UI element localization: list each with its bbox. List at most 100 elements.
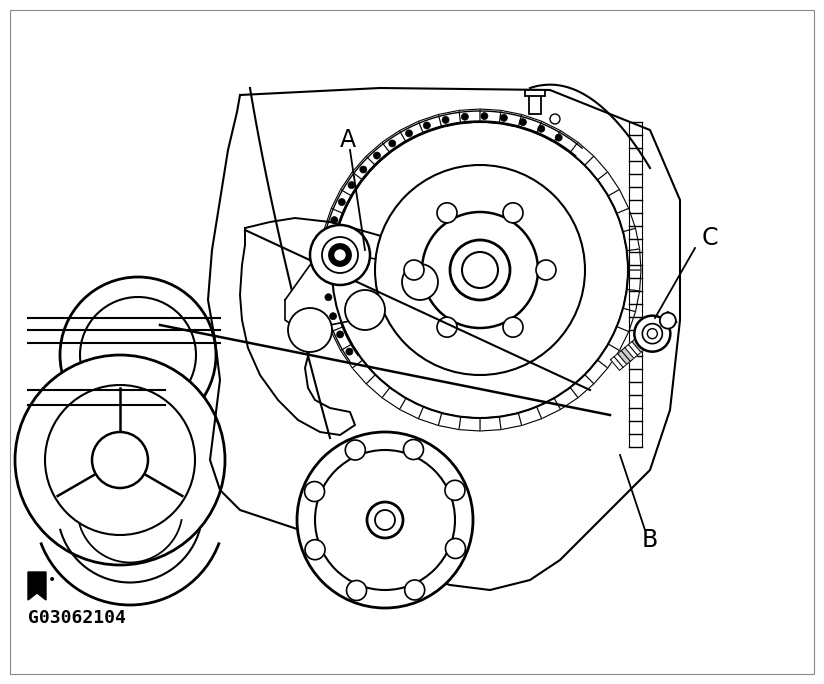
Polygon shape <box>536 398 560 419</box>
Circle shape <box>424 122 430 129</box>
Polygon shape <box>480 109 501 123</box>
Bar <box>525 90 545 96</box>
Circle shape <box>360 166 367 173</box>
Circle shape <box>345 440 365 460</box>
Polygon shape <box>632 336 648 352</box>
Circle shape <box>375 165 585 375</box>
Polygon shape <box>438 413 461 430</box>
Polygon shape <box>585 360 608 384</box>
Circle shape <box>519 118 527 126</box>
Circle shape <box>305 540 325 560</box>
Circle shape <box>462 252 498 288</box>
Polygon shape <box>459 109 480 123</box>
Circle shape <box>346 348 353 355</box>
Circle shape <box>323 274 330 281</box>
Circle shape <box>503 203 523 223</box>
Circle shape <box>330 217 338 224</box>
Polygon shape <box>518 407 541 425</box>
Circle shape <box>347 581 367 601</box>
Polygon shape <box>353 360 376 384</box>
Circle shape <box>405 580 424 600</box>
Polygon shape <box>480 417 501 431</box>
Circle shape <box>442 116 449 123</box>
Polygon shape <box>499 413 522 430</box>
Polygon shape <box>623 228 639 250</box>
Polygon shape <box>208 88 680 590</box>
Circle shape <box>437 203 457 223</box>
Circle shape <box>450 240 510 300</box>
Polygon shape <box>331 189 352 213</box>
Polygon shape <box>438 110 461 127</box>
Polygon shape <box>366 142 390 166</box>
Circle shape <box>92 432 148 488</box>
Circle shape <box>15 355 225 565</box>
Circle shape <box>318 108 642 432</box>
Circle shape <box>375 510 395 530</box>
Circle shape <box>322 237 358 273</box>
Polygon shape <box>653 317 670 334</box>
Circle shape <box>305 482 325 501</box>
Circle shape <box>389 140 396 147</box>
Polygon shape <box>499 110 522 127</box>
Polygon shape <box>618 347 634 365</box>
Circle shape <box>503 317 523 337</box>
Circle shape <box>648 329 658 339</box>
Bar <box>529 92 541 114</box>
Circle shape <box>555 134 562 141</box>
Circle shape <box>500 114 508 121</box>
Circle shape <box>335 250 345 260</box>
Polygon shape <box>616 209 635 232</box>
Polygon shape <box>321 289 337 312</box>
Polygon shape <box>240 218 495 435</box>
Polygon shape <box>353 156 376 180</box>
Circle shape <box>402 264 438 300</box>
Polygon shape <box>400 398 424 419</box>
Polygon shape <box>325 308 344 332</box>
Polygon shape <box>627 270 641 291</box>
Circle shape <box>373 152 381 159</box>
Polygon shape <box>611 354 627 370</box>
Circle shape <box>481 113 488 120</box>
Polygon shape <box>570 142 594 166</box>
Circle shape <box>325 293 332 301</box>
Polygon shape <box>639 330 655 346</box>
Polygon shape <box>597 344 620 368</box>
Circle shape <box>405 130 413 137</box>
Polygon shape <box>419 407 442 425</box>
Text: •: • <box>48 573 56 587</box>
Polygon shape <box>616 308 635 332</box>
Polygon shape <box>321 228 337 250</box>
Polygon shape <box>382 387 406 410</box>
Circle shape <box>634 315 671 352</box>
Circle shape <box>404 440 424 460</box>
Polygon shape <box>340 172 363 196</box>
Text: G03062104: G03062104 <box>28 609 126 627</box>
Polygon shape <box>28 572 46 600</box>
Circle shape <box>337 331 344 338</box>
Circle shape <box>437 317 457 337</box>
Circle shape <box>329 244 351 266</box>
Polygon shape <box>285 258 455 330</box>
Polygon shape <box>646 324 662 340</box>
Polygon shape <box>597 172 620 196</box>
Text: B: B <box>642 528 658 552</box>
Polygon shape <box>661 311 677 328</box>
Polygon shape <box>319 270 333 291</box>
Polygon shape <box>585 156 608 180</box>
Circle shape <box>446 538 466 558</box>
Polygon shape <box>366 375 390 397</box>
Circle shape <box>643 324 662 343</box>
Polygon shape <box>623 289 639 312</box>
Polygon shape <box>331 327 352 350</box>
Polygon shape <box>608 189 629 213</box>
Circle shape <box>330 313 336 319</box>
Circle shape <box>348 182 355 189</box>
Polygon shape <box>325 209 344 232</box>
Circle shape <box>323 254 330 262</box>
Text: C: C <box>702 226 719 250</box>
Polygon shape <box>319 249 333 270</box>
Text: A: A <box>340 128 356 152</box>
Circle shape <box>345 290 385 330</box>
Circle shape <box>310 225 370 285</box>
Polygon shape <box>625 341 641 358</box>
